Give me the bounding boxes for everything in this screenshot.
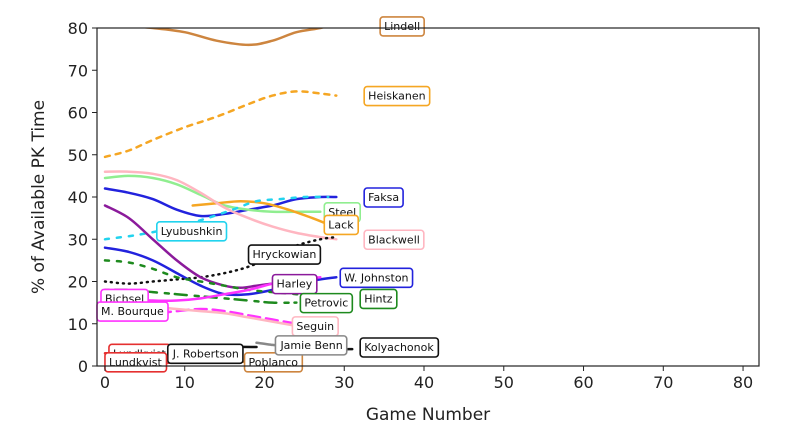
- series-label-lindell: Lindell: [379, 16, 425, 37]
- x-tick-label: 20: [254, 373, 274, 392]
- label-text: Seguin: [296, 320, 334, 333]
- x-tick-label: 50: [494, 373, 514, 392]
- y-tick-label: 60: [68, 104, 88, 123]
- plot-area: [97, 28, 759, 366]
- label-box: [299, 292, 354, 314]
- label-box: [247, 244, 322, 265]
- label-text: Poblanco: [249, 356, 299, 369]
- x-tick-label: 80: [733, 373, 753, 392]
- label-text: Harley: [276, 278, 312, 291]
- series-label-kolyachonok: Kolyachonok: [359, 337, 440, 358]
- label-box: [363, 85, 431, 107]
- series-label-blackwell: Blackwell: [363, 229, 425, 251]
- label-box: [104, 351, 168, 373]
- series-labels: LindellHeiskanenFaksaSteelLackBlackwellL…: [96, 16, 440, 373]
- x-tick-label: 70: [653, 373, 673, 392]
- x-tick-label: 60: [573, 373, 593, 392]
- label-box: [339, 267, 414, 289]
- series-line-blackwell: [103, 170, 338, 241]
- series-label-jamie-benn: Jamie Benn: [274, 335, 348, 356]
- label-text: Hryckowian: [253, 248, 317, 261]
- series-label-petrovic: Petrovic: [299, 292, 354, 314]
- series-label-w-johnston: W. Johnston: [339, 267, 414, 289]
- label-text: Jamie Benn: [279, 339, 342, 352]
- x-tick-label: 0: [100, 373, 110, 392]
- x-tick-label: 10: [175, 373, 195, 392]
- label-box: [379, 16, 425, 37]
- series-label-lyubushkin: Lyubushkin: [156, 221, 228, 242]
- series-label-m-bourque: M. Bourque: [96, 301, 169, 322]
- series-label-lack: Lack: [323, 214, 360, 236]
- y-tick-label: 10: [68, 315, 88, 334]
- series-line-lyubushkin: [103, 195, 330, 241]
- label-text: Lindell: [384, 20, 420, 33]
- label-box: [243, 351, 304, 373]
- label-text: Lyubushkin: [161, 225, 223, 238]
- series-label-seguin: Seguin: [291, 316, 339, 337]
- label-text: Lundkvist: [109, 356, 163, 369]
- label-box: [359, 337, 440, 358]
- label-box: [323, 214, 360, 236]
- label-box: [274, 335, 348, 356]
- label-box: [271, 273, 318, 295]
- label-text: Lack: [328, 218, 354, 231]
- y-axis-label: % of Available PK Time: [29, 100, 49, 294]
- label-text: Kolyachonok: [364, 341, 434, 354]
- x-tick-label: 40: [414, 373, 434, 392]
- label-text: Faksa: [368, 191, 399, 204]
- series-label-j-robertson: J. Robertson: [166, 343, 244, 365]
- y-tick-label: 40: [68, 188, 88, 207]
- label-text: J. Robertson: [172, 347, 239, 360]
- series-label-faksa: Faksa: [363, 187, 404, 208]
- label-text: Hintz: [364, 292, 393, 305]
- label-box: [359, 288, 398, 310]
- label-box: [166, 343, 244, 365]
- y-tick-label: 80: [68, 19, 88, 38]
- y-tick-label: 0: [78, 357, 88, 376]
- y-tick-label: 30: [68, 230, 88, 249]
- label-text: W. Johnston: [344, 271, 408, 284]
- y-axis-ticks: 0 10 20 30 40 50 60 70 80: [68, 19, 97, 376]
- label-box: [363, 229, 425, 251]
- series-label-heiskanen: Heiskanen: [363, 85, 431, 107]
- label-text: Heiskanen: [368, 90, 425, 103]
- series-line-hintz: [103, 259, 338, 300]
- label-text: Petrovic: [304, 297, 348, 310]
- series-label-hintz: Hintz: [359, 288, 398, 310]
- label-text: Blackwell: [368, 233, 420, 246]
- x-axis-label: Game Number: [366, 405, 490, 425]
- series-line-lindell: [139, 28, 326, 47]
- y-tick-label: 20: [68, 273, 88, 292]
- series-label-hryckowian: Hryckowian: [247, 244, 322, 265]
- series-line-hryckowian: [103, 235, 338, 285]
- y-tick-label: 50: [68, 146, 88, 165]
- x-axis-ticks: 0 10 20 30 40 50 60 70 80: [100, 366, 753, 392]
- series-line-harley: [103, 204, 274, 290]
- series-line-heiskanen: [103, 90, 338, 159]
- plot-background: [97, 28, 759, 366]
- y-tick-label: 70: [68, 61, 88, 80]
- series-label-harley: Harley: [271, 273, 318, 295]
- series-label-lundkvist: Lundkvist: [104, 351, 168, 373]
- label-box: [363, 187, 404, 208]
- label-text: M. Bourque: [101, 305, 164, 318]
- x-tick-label: 30: [334, 373, 354, 392]
- label-box: [156, 221, 228, 242]
